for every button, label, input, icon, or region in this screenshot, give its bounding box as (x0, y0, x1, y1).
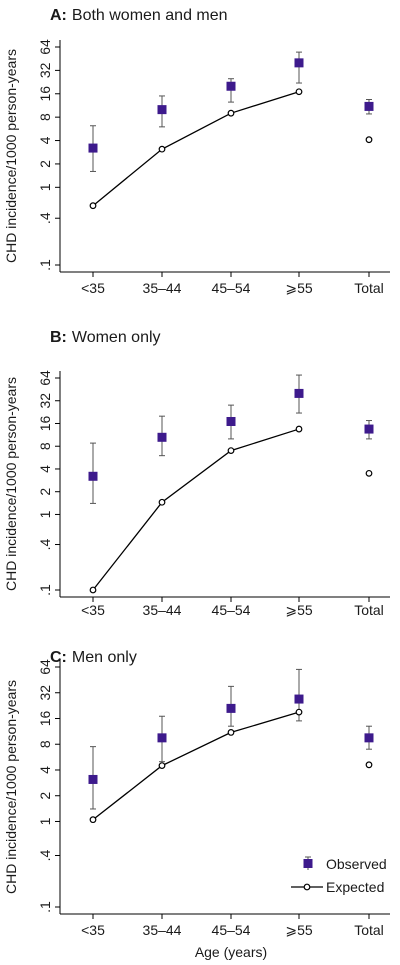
x-tick-label: Total (354, 280, 384, 296)
y-tick-label: 1 (37, 817, 53, 825)
y-axis-label: CHD incidence/1000 person-years (3, 49, 19, 263)
expected-point (227, 447, 235, 455)
observed-point (157, 432, 167, 442)
observed-point (88, 774, 98, 784)
y-tick-label: .4 (37, 212, 53, 224)
expected-point (89, 816, 97, 824)
x-tick-label: ⩾55 (285, 602, 313, 618)
x-tick-label: 45–54 (212, 602, 251, 618)
x-tick-label: 45–54 (212, 922, 251, 938)
y-axis-label: CHD incidence/1000 person-years (3, 377, 19, 591)
y-tick-label: 2 (37, 488, 53, 496)
expected-point (365, 136, 373, 144)
y-tick-label: 4 (37, 766, 53, 774)
observed-point (88, 471, 98, 481)
x-tick-label: <35 (81, 602, 105, 618)
observed-point (294, 58, 304, 68)
x-tick-label: 45–54 (212, 280, 251, 296)
expected-point (158, 498, 166, 506)
panel-title-text: Both women and men (72, 7, 228, 24)
x-axis-label: Age (years) (195, 944, 267, 960)
chart-panel-3: C: Men only CHD incidence/1000 person-year… (3, 649, 390, 960)
observed-point (226, 703, 236, 713)
observed-point (157, 733, 167, 743)
observed-point (294, 388, 304, 398)
panel-letter: A: (50, 7, 67, 24)
observed-point (364, 101, 374, 111)
y-tick-label: 8 (37, 113, 53, 121)
observed-point (364, 733, 374, 743)
chart-panel-2: B: Women only CHD incidence/1000 person-ye… (3, 329, 390, 618)
y-tick-label: 32 (37, 393, 53, 409)
observed-point (226, 416, 236, 426)
y-tick-label: 16 (37, 415, 53, 431)
y-tick-label: 2 (37, 792, 53, 800)
panel-title-text: Men only (72, 649, 137, 666)
observed-point (157, 105, 167, 115)
expected-line (92, 91, 300, 207)
x-tick-label: Total (354, 922, 384, 938)
panel-letter: C: (50, 649, 67, 666)
y-tick-label: 1 (37, 510, 53, 518)
y-tick-label: 4 (37, 465, 53, 473)
x-tick-label: Total (354, 602, 384, 618)
x-tick-label: 35–44 (143, 922, 182, 938)
expected-point (89, 586, 97, 594)
panel-title-text: Women only (72, 329, 161, 346)
x-tick-label: <35 (81, 280, 105, 296)
y-tick-label: 64 (37, 39, 53, 55)
x-tick-label: ⩾55 (285, 280, 313, 296)
observed-point (226, 81, 236, 91)
expected-point (365, 761, 373, 769)
legend: Observed Expected (291, 856, 387, 895)
panel-letter: B: (50, 329, 67, 346)
y-tick-label: .1 (37, 259, 53, 271)
chart-panel-1: A: Both women and men CHD incidence/1000 p… (3, 7, 390, 296)
y-tick-label: 4 (37, 136, 53, 144)
expected-line (92, 711, 300, 821)
expected-point (295, 708, 303, 716)
y-tick-label: 64 (37, 370, 53, 386)
expected-line (92, 428, 300, 591)
legend-observed-label: Observed (326, 856, 387, 872)
x-tick-label: 35–44 (143, 280, 182, 296)
x-tick-label: 35–44 (143, 602, 182, 618)
observed-point (364, 424, 374, 434)
y-tick-label: 2 (37, 160, 53, 168)
expected-point (158, 762, 166, 770)
observed-point (294, 694, 304, 704)
y-tick-label: 16 (37, 710, 53, 726)
x-tick-label: <35 (81, 922, 105, 938)
y-tick-label: .1 (37, 901, 53, 913)
expected-point (89, 202, 97, 210)
expected-point (227, 729, 235, 736)
y-tick-label: 32 (37, 685, 53, 701)
y-tick-label: 1 (37, 183, 53, 191)
expected-point (227, 109, 235, 117)
y-tick-label: .4 (37, 849, 53, 861)
legend-observed-marker (303, 859, 313, 868)
y-tick-label: .4 (37, 538, 53, 550)
expected-point (158, 145, 166, 153)
observed-point (88, 143, 98, 153)
panel-title: B: Women only (50, 329, 161, 346)
y-tick-label: 16 (37, 86, 53, 102)
expected-point (295, 88, 303, 96)
y-tick-label: 8 (37, 442, 53, 450)
y-tick-label: 32 (37, 62, 53, 78)
y-tick-label: 8 (37, 740, 53, 748)
expected-point (295, 425, 303, 433)
y-tick-label: 64 (37, 659, 53, 675)
y-axis-label: CHD incidence/1000 person-years (3, 680, 19, 894)
panel-title: A: Both women and men (50, 7, 228, 24)
legend-expected-marker (303, 883, 311, 891)
expected-point (365, 469, 373, 477)
y-tick-label: .1 (37, 584, 53, 596)
x-tick-label: ⩾55 (285, 922, 313, 938)
panel-title: C: Men only (50, 649, 137, 666)
legend-expected-label: Expected (326, 879, 384, 895)
